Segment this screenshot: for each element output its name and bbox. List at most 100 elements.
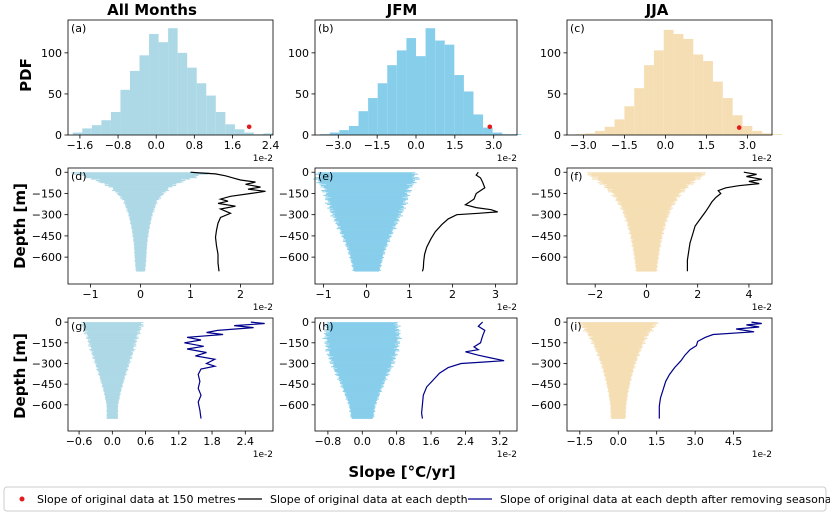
spread-band [617,201,676,203]
spread-band [134,241,147,243]
slope-profile-line [420,321,505,419]
spread-band [328,344,396,346]
spread-band [339,229,394,231]
hist-bar [614,119,625,135]
spread-band [627,221,666,223]
spread-band [611,417,626,419]
spread-band [348,401,376,403]
spread-band [634,257,658,259]
spread-band [106,404,119,406]
spread-band [351,415,374,417]
spread-band [601,367,635,369]
spread-band [334,209,400,211]
spread-band [326,324,398,326]
spread-band [352,262,381,264]
spread-band [340,382,385,384]
spread-band [633,247,659,249]
xtick-label: −2 [587,288,603,301]
spread-band [127,211,154,213]
spread-band [605,377,632,379]
spread-band [603,368,634,370]
spread-band [129,219,152,221]
spread-band [91,347,134,349]
spread-band [604,374,632,376]
spread-band [634,255,659,257]
spread-band [83,333,141,335]
spread-band [134,259,147,261]
hist-bar [206,95,216,135]
spread-band [334,371,390,373]
spread-band [106,405,118,407]
spread-band [100,381,125,383]
spread-band [116,192,165,194]
spread-band [104,394,120,396]
spread-band [325,350,400,352]
spread-band [589,332,647,334]
spread-band [600,180,693,182]
hist-bar [320,134,330,135]
spread-band [588,337,648,339]
spread-band [613,192,680,194]
xtick-label: 1.5 [648,435,666,448]
spread-band [83,322,142,324]
spread-band [127,209,154,211]
spread-band [85,336,139,338]
spread-band [90,178,191,180]
spread-band [106,409,119,411]
hist-bar [368,98,378,135]
spread-band [610,411,626,413]
spread-band [587,173,705,175]
spread-band [334,368,391,370]
spread-band [615,199,678,201]
ytick-label: −450 [531,378,561,391]
spread-band [351,260,382,262]
spread-band [105,396,120,398]
spread-band [329,352,395,354]
hist-bar [425,28,436,135]
spread-band [328,332,396,334]
spread-band [320,180,413,182]
spread-band [602,364,635,366]
spread-band [591,339,646,341]
spread-band [630,230,663,232]
xtick-label: 2.4 [457,435,475,448]
xtick-label: 0 [363,288,370,301]
spread-band [606,381,630,383]
spread-band [633,250,660,252]
spread-band [597,351,640,353]
spread-band [134,264,147,266]
spread-band [134,247,147,249]
spread-band [122,198,159,200]
spread-band [340,386,385,388]
spread-band [81,322,144,324]
spread-band [97,369,127,371]
spread-band [349,408,375,410]
spread-band [83,328,142,330]
spread-band [604,187,689,189]
spread-band [118,194,163,196]
spread-band [635,264,658,266]
spread-band [320,184,413,186]
spread-band [632,249,661,251]
spread-band [599,353,638,355]
spread-band [132,239,149,241]
spread-band [102,387,122,389]
spread-band [350,256,383,258]
spread-band [349,252,384,254]
spread-band [327,328,397,330]
spread-band [80,325,144,327]
hist-bar [683,38,694,136]
spread-band [321,176,412,178]
spread-band [126,204,155,206]
spread-band [101,382,124,384]
spread-band [135,268,146,270]
spread-band [108,184,173,186]
spread-band [122,197,159,199]
spread-band [611,410,626,412]
spread-band [95,366,129,368]
spread-band [347,399,378,401]
spread-band [352,263,382,265]
spread-band [629,230,664,232]
spread-band [610,414,626,416]
ytick-label: −300 [531,357,561,370]
